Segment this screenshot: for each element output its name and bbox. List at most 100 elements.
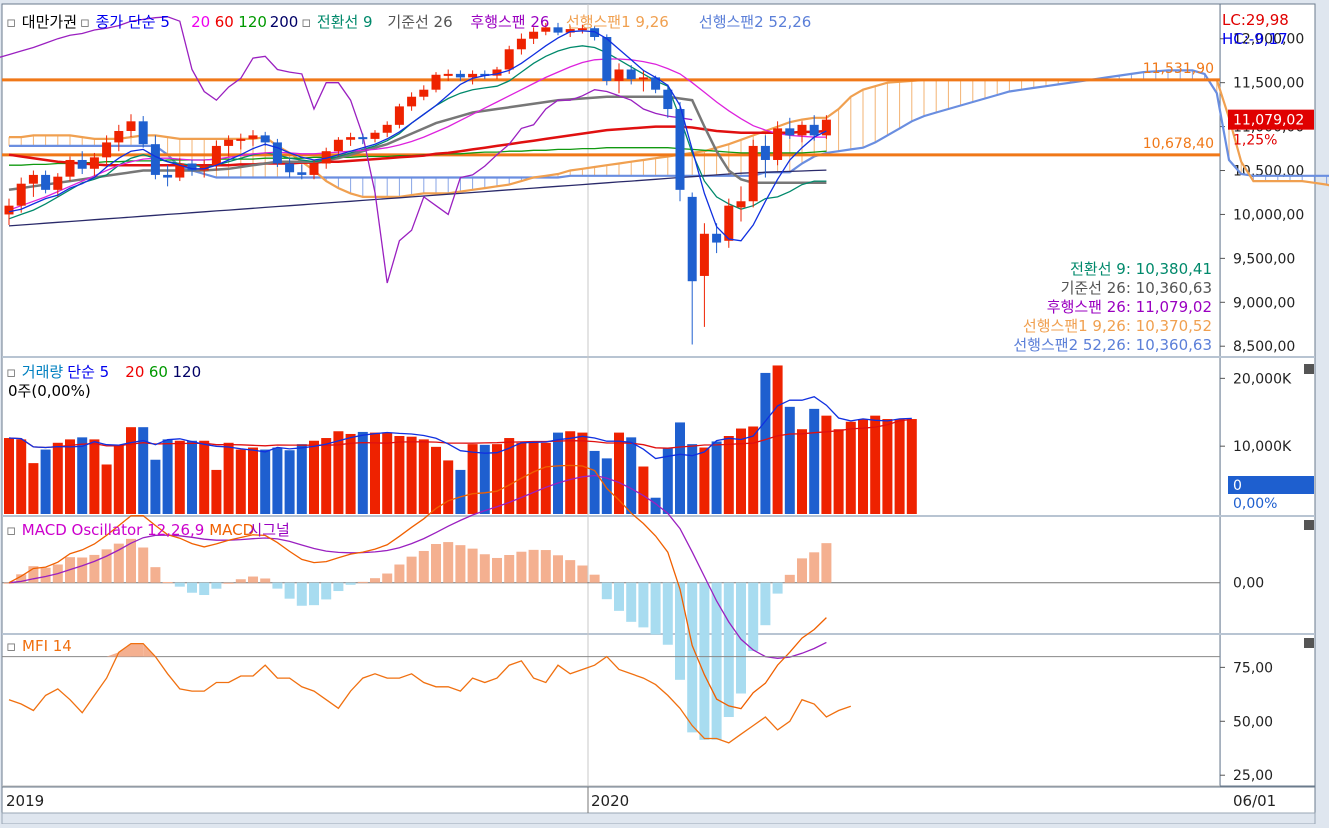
- ichimoku-value-label: 기준선 26: 10,360,63: [1061, 279, 1212, 297]
- macd-oscillator-bar: [40, 567, 51, 583]
- volume-bar: [565, 431, 576, 514]
- candle-body: [602, 36, 612, 81]
- candle-body: [577, 28, 587, 31]
- volume-bar: [894, 419, 905, 514]
- macd-oscillator-bar: [784, 574, 795, 583]
- plot-area: [2, 4, 1220, 786]
- volume-bar: [321, 438, 332, 514]
- volume-bar: [16, 439, 27, 514]
- volume-bar: [260, 449, 271, 514]
- panel-close-icon[interactable]: [1304, 364, 1314, 374]
- macd-oscillator-bar: [504, 554, 515, 583]
- price-legend-item: 후행스팬 26: [470, 13, 549, 31]
- x-axis-label: 06/01: [1233, 792, 1276, 810]
- macd-oscillator-bar: [492, 557, 502, 583]
- price-legend-item: 20: [191, 13, 210, 31]
- price-legend-item: 기준선 26: [387, 13, 452, 31]
- macd-oscillator-bar: [211, 582, 222, 589]
- volume-bar: [870, 415, 881, 514]
- mfi-y-tick-label: 50,00: [1233, 714, 1273, 730]
- current-price-value: 11,079,02: [1233, 113, 1304, 129]
- volume-bar: [443, 460, 454, 514]
- price-legend-item: 선행스팬1 9,26: [566, 13, 669, 31]
- sma5-line: [8, 30, 827, 242]
- volume-bar: [199, 440, 210, 514]
- volume-bar: [760, 372, 771, 514]
- macd-legend-item: MACD: [209, 521, 254, 539]
- candle-body: [443, 73, 453, 76]
- macd-oscillator-bar: [809, 552, 820, 583]
- candle-body: [102, 142, 112, 158]
- volume-bar: [882, 419, 893, 514]
- candle-body: [455, 73, 465, 78]
- macd-oscillator-bar: [797, 558, 807, 583]
- macd-oscillator-bar: [699, 582, 710, 740]
- macd-oscillator-bar: [431, 544, 441, 583]
- candle-body: [797, 124, 807, 136]
- volume-bar: [235, 449, 246, 514]
- candle-body: [4, 205, 14, 215]
- volume-bar: [333, 431, 344, 514]
- candle-body: [504, 49, 514, 70]
- ichimoku-value-label: 후행스팬 26: 11,079,02: [1047, 298, 1212, 316]
- macd-oscillator-bar: [272, 582, 283, 589]
- macd-oscillator-bar: [260, 578, 271, 583]
- horizontal-scrollbar[interactable]: [1, 812, 1316, 825]
- candle-body: [321, 151, 331, 164]
- macd-oscillator-bar: [528, 549, 539, 583]
- price-legend-item: 60: [215, 13, 234, 31]
- macd-oscillator-bar: [455, 545, 466, 583]
- volume-bar: [504, 438, 515, 514]
- price-legend-item: 대만가권: [22, 13, 77, 31]
- volume-bar: [309, 440, 319, 514]
- candle-body: [394, 106, 404, 125]
- candle-body: [687, 196, 697, 282]
- candles: [4, 22, 831, 345]
- panel-separator: [2, 356, 1315, 358]
- candle-body: [675, 109, 685, 190]
- macd-signal-line: [8, 474, 827, 659]
- candle-body: [553, 27, 563, 33]
- y-axis-area: [1221, 4, 1315, 786]
- volume-bar: [821, 415, 832, 514]
- volume-bar: [284, 450, 295, 514]
- volume-bar: [736, 428, 746, 514]
- candle-body: [468, 73, 478, 78]
- candle-body: [492, 69, 502, 76]
- panel-close-icon[interactable]: [1304, 520, 1314, 530]
- macd-oscillator-bar: [309, 582, 319, 606]
- candle-body: [175, 163, 185, 178]
- macd-oscillator-bar: [345, 582, 356, 585]
- volume-bar: [479, 444, 490, 514]
- current-price-change: 1,25%: [1233, 133, 1277, 149]
- price-legend-item: 종가 단순 5: [96, 13, 170, 31]
- macd-oscillator-bar: [687, 582, 698, 733]
- volume-bar: [418, 439, 429, 514]
- candle-body: [736, 201, 746, 208]
- candle-body: [809, 124, 819, 136]
- price-y-tick-label: 9,000,00: [1233, 295, 1295, 311]
- candle-body: [724, 205, 734, 241]
- macd-oscillator-bar: [101, 549, 112, 583]
- x-axis-label: 2019: [6, 792, 44, 810]
- candle-body: [114, 130, 124, 143]
- candle-body: [382, 124, 392, 133]
- panel-close-icon[interactable]: [1304, 638, 1314, 648]
- macd-oscillator-bar: [711, 582, 722, 740]
- volume-bar: [211, 469, 222, 514]
- macd-oscillator-bar: [516, 551, 527, 583]
- macd-oscillator-bar: [589, 574, 600, 583]
- candle-body: [260, 135, 270, 143]
- macd-oscillator-bar: [650, 582, 661, 635]
- macd-oscillator-bar: [113, 543, 124, 583]
- macd-oscillator-bar: [16, 574, 27, 583]
- volume-bar: [40, 449, 51, 514]
- candle-body: [211, 145, 221, 167]
- volume-bars: [4, 365, 917, 514]
- volume-bar: [223, 442, 234, 514]
- sma60-line: [8, 125, 827, 167]
- macd-oscillator-bar: [28, 566, 39, 583]
- candle-body: [358, 137, 368, 140]
- price-legend-item: ▫: [301, 13, 311, 31]
- candle-body: [590, 28, 600, 37]
